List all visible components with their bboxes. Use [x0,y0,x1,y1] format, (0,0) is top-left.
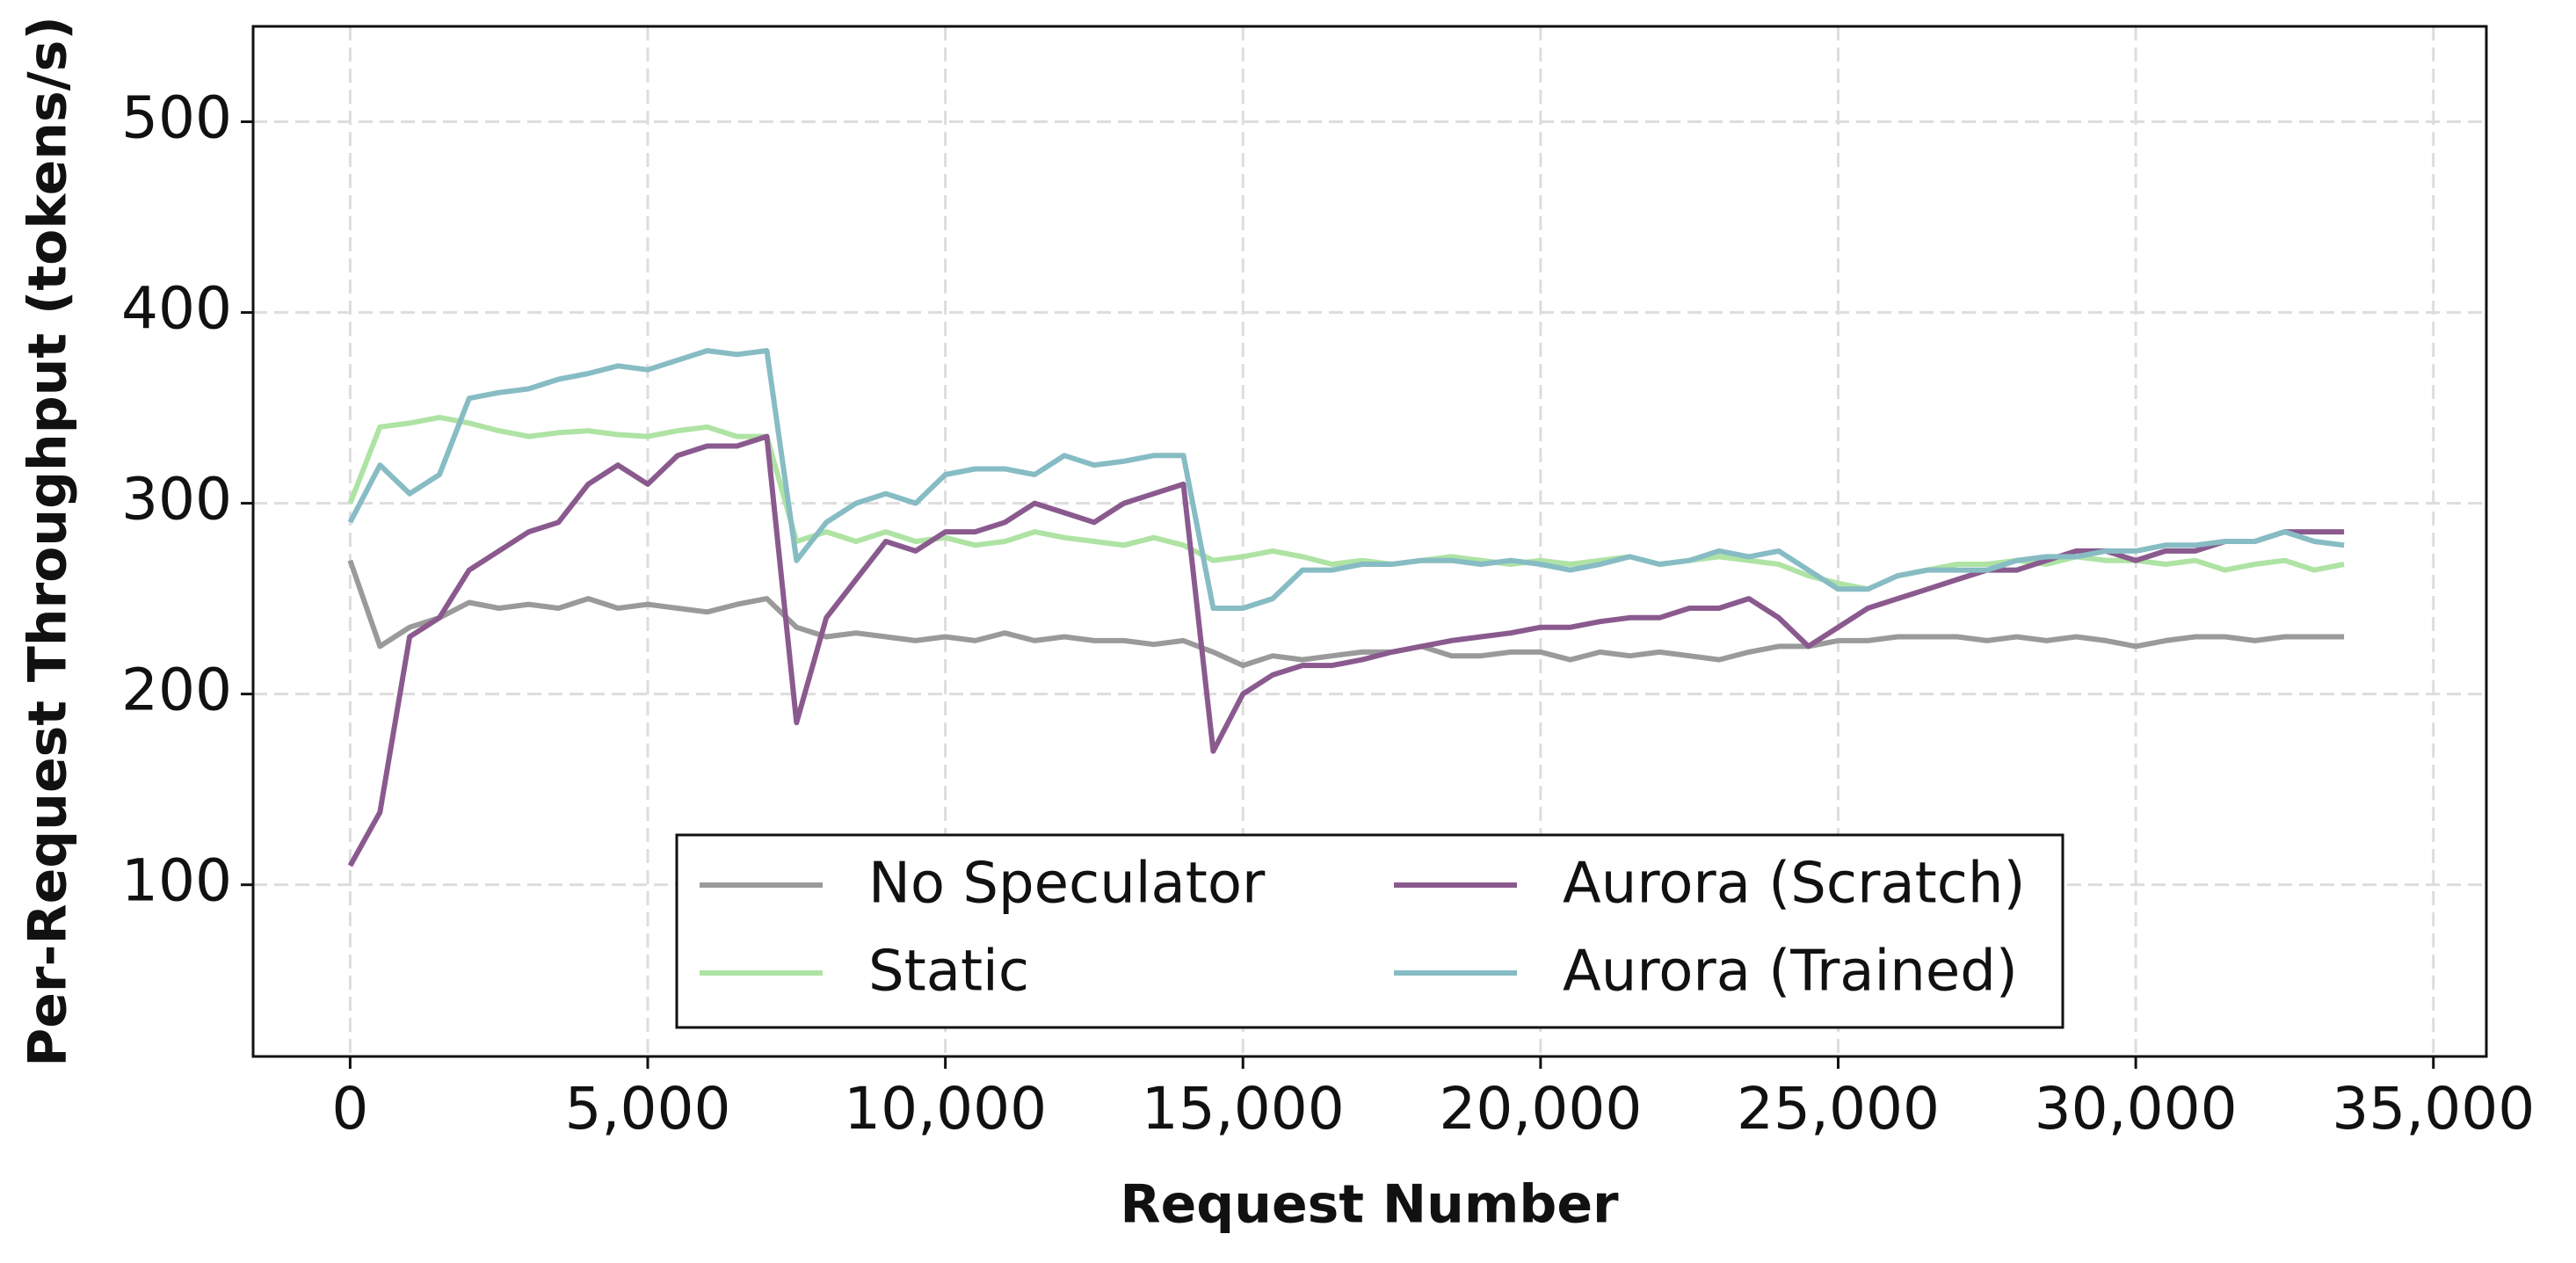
legend: No Speculator Static Aurora (Scratch) Auror… [675,833,2064,1029]
y-tick-label: 100 [121,847,232,915]
legend-box [675,833,2064,1029]
x-tick-label: 35,000 [2332,1075,2535,1143]
series-line [347,559,2345,669]
series-line [347,348,2345,611]
x-tick-label: 25,000 [1737,1075,1940,1143]
y-tick-label: 500 [121,84,232,152]
y-tick-label: 300 [121,466,232,534]
x-tick-label: 5,000 [565,1075,731,1143]
y-axis-label: Per-Request Throughput (tokens/s) [18,16,79,1067]
x-tick-label: 30,000 [2035,1075,2238,1143]
x-tick-label: 10,000 [844,1075,1047,1143]
legend-label: No Speculator [868,852,1266,917]
legend-label: Aurora (Scratch) [1563,852,2025,917]
x-axis-label: Request Number [1120,1174,1619,1236]
y-tick-label: 400 [121,275,232,343]
x-tick-label: 20,000 [1439,1075,1642,1143]
x-tick-label: 15,000 [1142,1075,1345,1143]
legend-label: Static [868,940,1029,1005]
legend-label: Aurora (Trained) [1563,940,2018,1005]
x-tick-label: 0 [331,1075,368,1143]
y-tick-label: 200 [121,657,232,724]
series-line [347,433,2345,867]
plot-frame [251,25,2488,1058]
